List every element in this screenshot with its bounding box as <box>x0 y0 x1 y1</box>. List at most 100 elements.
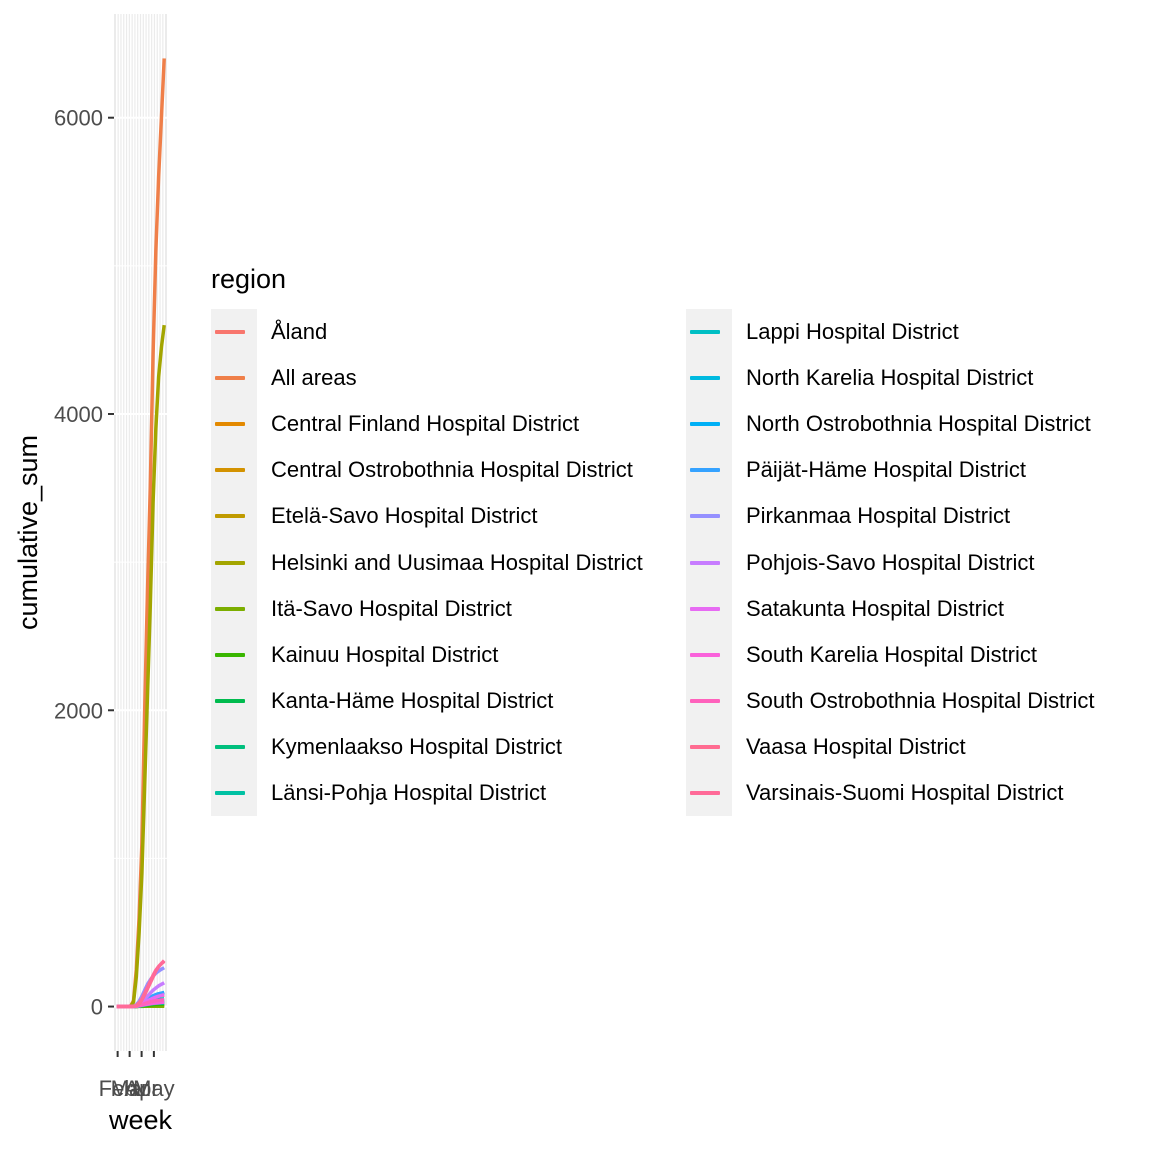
legend-label: Pohjois-Savo Hospital District <box>746 549 1035 575</box>
legend-item: Satakunta Hospital District <box>686 586 1004 632</box>
legend-swatch <box>215 560 245 565</box>
legend-item: Central Finland Hospital District <box>211 401 579 447</box>
legend-item: South Karelia Hospital District <box>686 632 1037 678</box>
legend-item: Päijät-Häme Hospital District <box>686 447 1026 493</box>
legend-label: Itä-Savo Hospital District <box>271 595 512 621</box>
y-tick-label: 0 <box>91 995 103 1020</box>
legend-label: Varsinais-Suomi Hospital District <box>746 780 1064 805</box>
legend-label: Central Finland Hospital District <box>271 411 580 437</box>
legend-label: Vaasa Hospital District <box>746 733 966 759</box>
x-axis-title: week <box>108 1105 173 1135</box>
y-axis-title: cumulative_sum <box>13 435 43 630</box>
legend-key <box>211 355 249 401</box>
x-tick-label: Mar <box>111 1076 149 1101</box>
legend-key <box>686 540 724 586</box>
legend-label: Helsinki and Uusimaa Hospital District <box>271 549 643 575</box>
legend-label: Satakunta Hospital District <box>746 595 1004 621</box>
legend-label: Central Ostrobothnia Hospital District <box>271 457 633 483</box>
legend-swatch <box>215 468 245 473</box>
legend-item: Itä-Savo Hospital District <box>211 586 512 632</box>
legend-key <box>211 724 249 770</box>
legend-swatch <box>690 330 720 334</box>
legend-item: North Karelia Hospital District <box>686 355 1033 401</box>
legend-swatch <box>690 652 720 657</box>
legend-item: South Ostrobothnia Hospital District <box>686 678 1095 724</box>
legend-key <box>211 770 249 816</box>
legend-label: Länsi-Pohja Hospital District <box>271 780 547 805</box>
legend-swatch <box>690 744 720 749</box>
legend-item: Pohjois-Savo Hospital District <box>686 540 1035 586</box>
legend-swatch <box>215 791 245 795</box>
legend-label: Kanta-Häme Hospital District <box>271 687 554 713</box>
legend-label: South Ostrobothnia Hospital District <box>746 687 1095 713</box>
legend-key <box>211 632 249 678</box>
legend-label: Åland <box>271 319 328 344</box>
y-tick-label: 2000 <box>54 698 103 723</box>
legend-key <box>211 401 249 447</box>
legend-key <box>686 678 724 724</box>
legend-key <box>686 493 724 539</box>
legend-label: Kainuu Hospital District <box>271 641 499 667</box>
legend-key <box>686 632 724 678</box>
y-tick-label: 6000 <box>54 106 103 131</box>
legend-label: Kymenlaakso Hospital District <box>271 733 562 759</box>
legend-label: North Ostrobothnia Hospital District <box>746 411 1091 437</box>
legend-swatch <box>215 744 245 749</box>
legend-item: Lappi Hospital District <box>686 309 959 355</box>
legend-key <box>686 586 724 632</box>
legend-swatch <box>215 422 245 427</box>
legend-key <box>686 355 724 401</box>
legend-item: Varsinais-Suomi Hospital District <box>686 770 1063 816</box>
legend-swatch <box>690 606 720 611</box>
legend-item: Pirkanmaa Hospital District <box>686 493 1010 539</box>
legend-label: Lappi Hospital District <box>746 319 959 344</box>
legend-swatch <box>690 376 720 381</box>
legend-swatch <box>690 422 720 427</box>
legend-swatch <box>215 330 245 334</box>
legend-label: North Karelia Hospital District <box>746 365 1034 391</box>
legend-key <box>686 724 724 770</box>
legend-item: Central Ostrobothnia Hospital District <box>211 447 633 493</box>
legend-item: Åland <box>211 309 327 355</box>
legend-key <box>686 770 724 816</box>
legend-item: Kainuu Hospital District <box>211 632 498 678</box>
legend-label: Pirkanmaa Hospital District <box>746 503 1011 529</box>
legend-item: Helsinki and Uusimaa Hospital District <box>211 540 643 586</box>
legend-swatch <box>215 376 245 381</box>
legend-item: Etelä-Savo Hospital District <box>211 493 538 539</box>
legend-swatch <box>690 560 720 565</box>
legend-key <box>211 447 249 493</box>
x-tick-label: Feb <box>99 1076 137 1101</box>
legend-key <box>211 493 249 539</box>
legend-item: Kanta-Häme Hospital District <box>211 678 553 724</box>
legend-swatch <box>215 652 245 657</box>
x-tick-label: May <box>133 1076 175 1101</box>
x-tick-label: Apr <box>124 1076 158 1101</box>
legend-item: Länsi-Pohja Hospital District <box>211 770 546 816</box>
legend-key <box>211 309 249 355</box>
series-line <box>116 959 166 1009</box>
legend-label: Etelä-Savo Hospital District <box>271 503 538 529</box>
legend-item: Vaasa Hospital District <box>686 724 966 770</box>
legend-label: South Karelia Hospital District <box>746 641 1038 667</box>
legend-key <box>211 678 249 724</box>
y-tick-label: 4000 <box>54 402 103 427</box>
legend-key <box>686 401 724 447</box>
legend-label: All areas <box>271 365 357 391</box>
legend-item: All areas <box>211 355 357 401</box>
legend-swatch <box>690 514 720 519</box>
legend-key <box>686 309 724 355</box>
legend-swatch <box>690 791 720 795</box>
legend-key <box>211 586 249 632</box>
legend-key <box>211 540 249 586</box>
legend-swatch <box>215 514 245 519</box>
legend-swatch <box>690 698 720 703</box>
legend-item: Kymenlaakso Hospital District <box>211 724 562 770</box>
legend-swatch <box>690 468 720 473</box>
legend-item: North Ostrobothnia Hospital District <box>686 401 1091 447</box>
legend-key <box>686 447 724 493</box>
legend-swatch <box>215 698 245 703</box>
legend-title: region <box>211 264 287 294</box>
legend-swatch <box>215 606 245 611</box>
